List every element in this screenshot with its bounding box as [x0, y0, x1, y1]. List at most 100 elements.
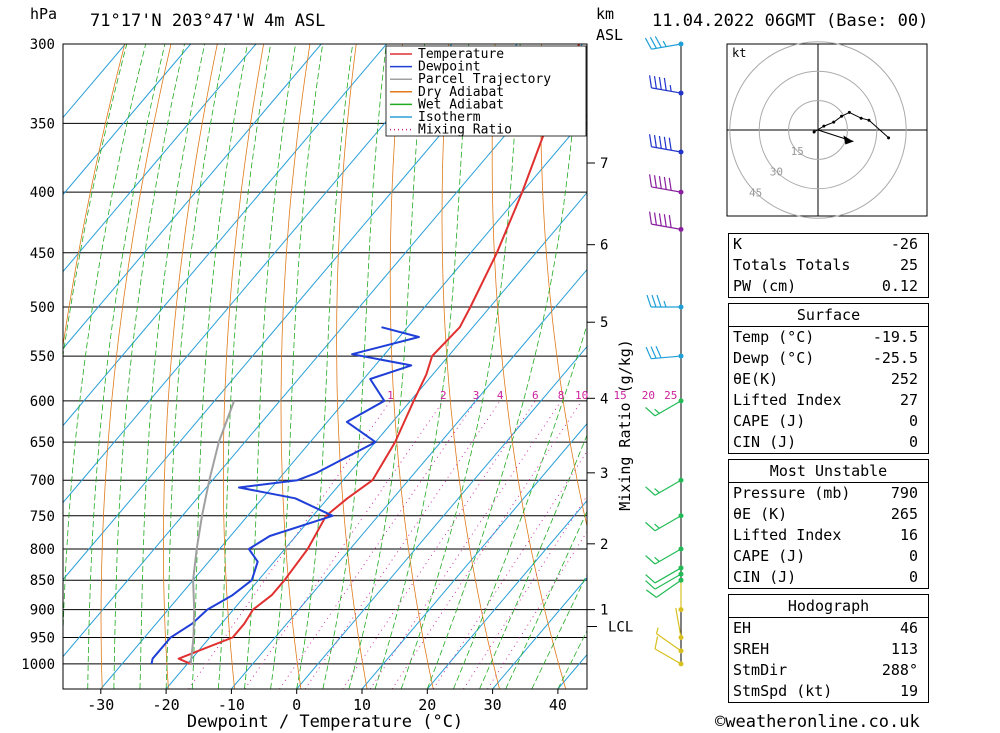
index-value: -26 [890, 235, 918, 253]
dry-adiabat-line [223, 44, 264, 689]
wind-barb-flag [649, 134, 653, 147]
mixing-ratio-line [487, 530, 587, 689]
pressure-tick-label: 350 [30, 116, 55, 132]
wind-barb-flag [655, 345, 662, 359]
km-tick-label: 3 [600, 466, 608, 482]
pressure-tick-label: 550 [30, 349, 55, 365]
index-label: Totals Totals [733, 256, 851, 274]
wind-barb-staff [656, 579, 682, 598]
unstable-row: CAPE (J) 0 [729, 546, 928, 567]
credit-text: ©weatheronline.co.uk [715, 712, 920, 732]
pressure-tick-label: 300 [30, 37, 55, 53]
storm-motion-arrowhead [843, 135, 854, 145]
hodo-row: StmSpd (kt) 19 [729, 681, 928, 702]
unstable-row: θE (K) 265 [729, 504, 928, 525]
index-row-k: K -26 [729, 234, 928, 255]
isotherm-line [361, 422, 587, 689]
index-value: 0 [908, 433, 918, 451]
isotherm-line [0, 44, 60, 689]
wet-adiabat-line [217, 44, 272, 689]
mixing-ratio-label: 15 [614, 389, 627, 402]
surface-table: Surface Temp (°C) -19.5 Dewp (°C) -25.5 θE… [728, 303, 929, 454]
wet-adiabat-line [165, 44, 226, 689]
mixing-ratio-line [391, 400, 583, 689]
wind-barb-half [669, 84, 672, 92]
x-tick-label: 0 [292, 696, 301, 714]
mixing-ratio-line [342, 400, 536, 689]
hodograph-ring [788, 100, 848, 160]
wet-adiabat-line [139, 44, 206, 689]
legend-entry: Dry Adiabat [418, 85, 504, 100]
plot-frame [62, 43, 588, 690]
wind-barb-flag [654, 36, 662, 48]
hodograph-point [840, 114, 844, 118]
dry-adiabat-line [441, 44, 500, 689]
wind-barb-flag [663, 176, 667, 190]
dry-adiabat-line [491, 44, 567, 689]
hodograph-ring-label: 45 [749, 186, 762, 199]
wind-barb-flag [658, 76, 662, 90]
index-label: Lifted Index [733, 391, 842, 409]
wind-barb-staff [654, 573, 682, 590]
dry-adiabat-line [163, 44, 218, 689]
mixing-ratio-line [244, 400, 444, 689]
isotherm-line [426, 499, 587, 689]
wind-barb-flag [645, 521, 656, 532]
pressure-tick-label: 950 [30, 630, 55, 646]
wind-barb-flag [644, 37, 652, 50]
dry-adiabat-line [63, 44, 126, 348]
pressure-tick-label: 400 [30, 185, 55, 201]
wind-barb-flag [668, 215, 672, 228]
index-label: θE(K) [733, 370, 779, 388]
wind-barb-flag [645, 580, 656, 590]
wind-barb-flag [663, 136, 667, 150]
wind-barb-flag [654, 636, 659, 650]
wind-barb-flag [645, 555, 656, 565]
wet-adiabat-line [244, 44, 296, 689]
surface-title: Surface [729, 304, 928, 327]
index-label: CIN (J) [733, 433, 797, 451]
wet-adiabat-line [191, 44, 248, 689]
index-value: 25 [899, 256, 918, 274]
hodo-row: EH 46 [729, 618, 928, 639]
index-label: Dewp (°C) [733, 349, 815, 367]
index-value: 27 [899, 391, 918, 409]
index-value: 265 [890, 505, 918, 523]
wind-barb-flag [649, 36, 657, 49]
wind-barb-flag [646, 294, 652, 308]
mixing-ratio-label: 2 [440, 389, 447, 402]
wet-adiabat-line [270, 44, 324, 689]
unstable-row: Pressure (mb) 790 [729, 483, 928, 504]
surface-row: CAPE (J) 0 [729, 411, 928, 432]
isotherm-line [63, 44, 192, 196]
wind-barb-half [663, 300, 667, 308]
index-label: StmSpd (kt) [733, 682, 833, 700]
basic-indices-table: K -26 Totals Totals 25 PW (cm) 0.12 [728, 233, 929, 298]
wind-barb-flag [650, 346, 657, 359]
index-label: CIN (J) [733, 568, 797, 586]
mixing-ratio-line [279, 400, 477, 689]
hodograph-point [867, 118, 871, 122]
wind-barb-flag [651, 294, 657, 308]
pressure-tick-label: 450 [30, 246, 55, 262]
wet-adiabat-line [348, 44, 425, 689]
wind-barb-flag [658, 135, 662, 149]
wind-barb-flag [653, 175, 657, 188]
wet-adiabat-line [374, 44, 470, 689]
mixing-ratio-label: 3 [473, 389, 480, 402]
pressure-tick-label: 750 [30, 509, 55, 525]
index-value: 288° [881, 661, 918, 679]
index-value: 0 [908, 547, 918, 565]
wind-barb-flag [663, 214, 667, 227]
wet-adiabat-line [479, 434, 587, 689]
mixing-ratio-label: 8 [558, 389, 565, 402]
legend-entry: Parcel Trajectory [418, 72, 551, 87]
index-value: -19.5 [872, 328, 918, 346]
pressure-tick-label: 800 [30, 542, 55, 558]
wind-barb-flag [649, 174, 653, 187]
wind-barb-flag [645, 407, 656, 417]
km-tick-label: 6 [600, 238, 608, 254]
index-label: SREH [733, 640, 770, 658]
dry-adiabat-line [540, 44, 587, 529]
